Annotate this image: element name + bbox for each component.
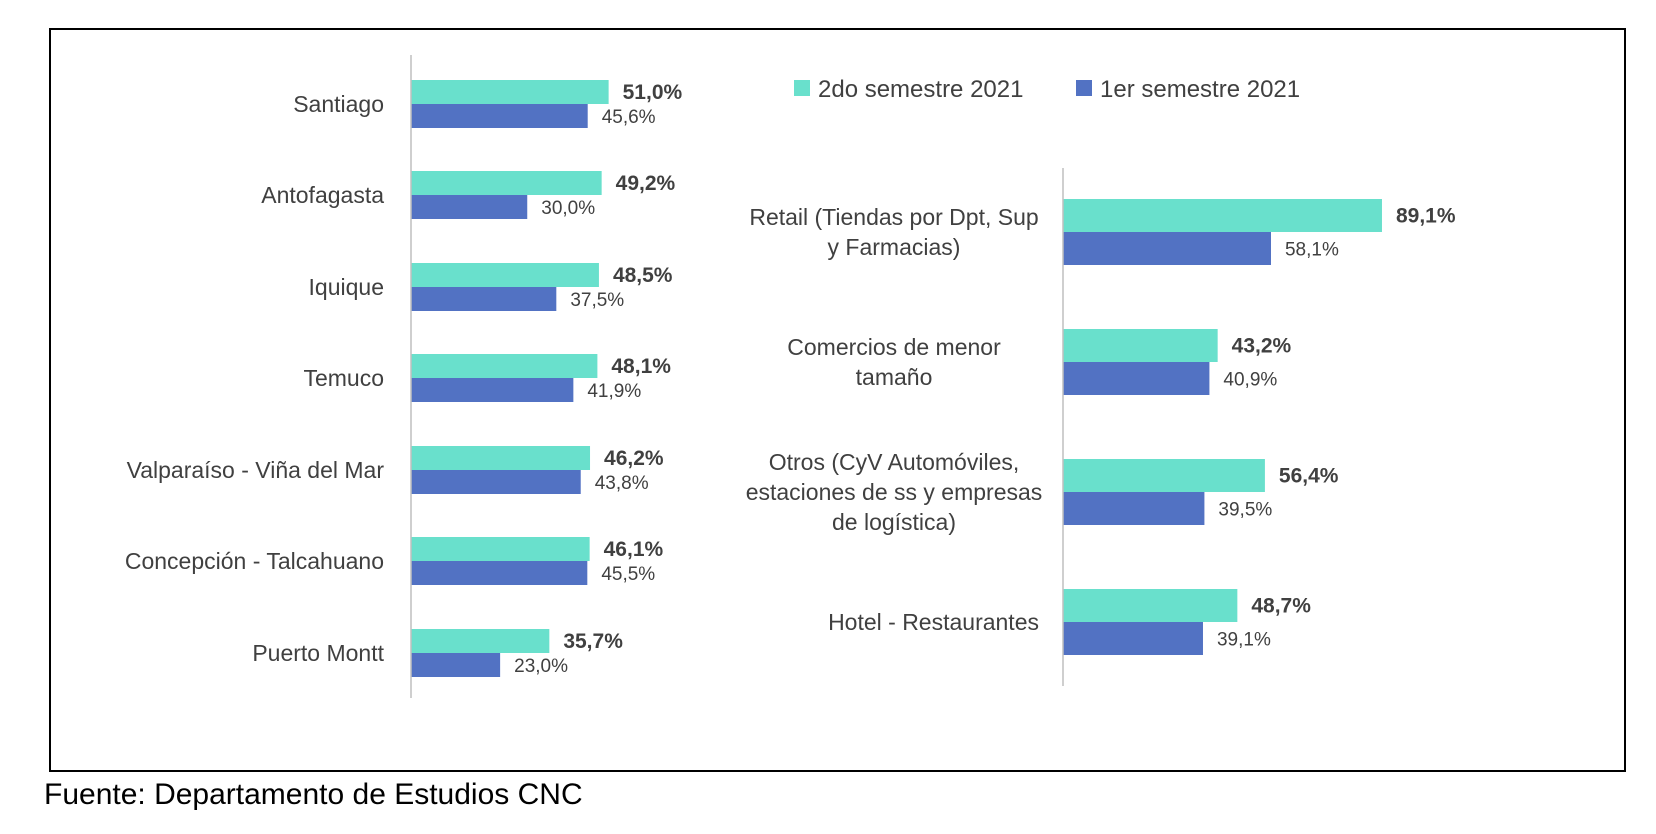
data-label-2do-semestre-1-1: 43,2% (1232, 335, 1292, 358)
category-label-1-2-0: Otros (CyV Automóviles, (769, 449, 1020, 475)
category-label-1-3-0: Hotel - Restaurantes (828, 609, 1039, 635)
bar-1er-semestre-1-3 (1063, 622, 1203, 655)
category-label-1-2-1: estaciones de ss y empresas (746, 479, 1043, 505)
legend-swatch-1 (1076, 80, 1092, 96)
bar-1er-semestre-0-1 (411, 195, 528, 219)
bar-2do-semestre-0-6 (411, 629, 550, 653)
category-label-0-4-0: Valparaíso - Viña del Mar (127, 457, 385, 483)
data-label-2do-semestre-1-3: 48,7% (1251, 595, 1311, 618)
bar-1er-semestre-1-0 (1063, 232, 1271, 265)
bar-2do-semestre-1-1 (1063, 329, 1218, 362)
data-label-2do-semestre-0-1: 49,2% (616, 172, 676, 195)
bar-2do-semestre-1-0 (1063, 199, 1382, 232)
data-label-1er-semestre-0-3: 41,9% (587, 381, 641, 402)
category-label-1-2-2: de logística) (832, 509, 956, 535)
bar-2do-semestre-0-5 (411, 537, 590, 561)
bar-2do-semestre-0-1 (411, 171, 602, 195)
legend-label-0: 2do semestre 2021 (818, 76, 1023, 103)
bar-2do-semestre-1-2 (1063, 459, 1265, 492)
bar-1er-semestre-1-1 (1063, 362, 1210, 395)
data-label-1er-semestre-1-1: 40,9% (1223, 370, 1277, 391)
category-label-0-3-0: Temuco (303, 365, 384, 391)
data-label-1er-semestre-1-0: 58,1% (1285, 240, 1339, 261)
category-label-0-1-0: Antofagasta (261, 182, 384, 208)
category-label-1-1-1: tamaño (856, 364, 933, 390)
bar-1er-semestre-0-3 (411, 378, 574, 402)
bar-1er-semestre-0-5 (411, 561, 588, 585)
bar-1er-semestre-0-4 (411, 470, 581, 494)
data-label-1er-semestre-0-5: 45,5% (601, 564, 655, 585)
data-label-2do-semestre-1-0: 89,1% (1396, 205, 1456, 228)
bar-1er-semestre-0-6 (411, 653, 501, 677)
data-label-2do-semestre-0-4: 46,2% (604, 447, 664, 470)
chart-frame (49, 28, 1626, 772)
legend-label-1: 1er semestre 2021 (1100, 76, 1300, 103)
data-label-2do-semestre-0-5: 46,1% (604, 538, 664, 561)
data-label-1er-semestre-1-2: 39,5% (1218, 500, 1272, 521)
data-label-1er-semestre-0-0: 45,6% (602, 107, 656, 128)
category-label-0-5-0: Concepción - Talcahuano (125, 548, 384, 574)
data-label-1er-semestre-0-4: 43,8% (595, 473, 649, 494)
bar-1er-semestre-0-0 (411, 104, 588, 128)
category-label-1-0-1: y Farmacias) (828, 234, 961, 260)
legend-swatch-0 (794, 80, 810, 96)
bar-2do-semestre-0-2 (411, 263, 599, 287)
data-label-1er-semestre-1-3: 39,1% (1217, 630, 1271, 651)
category-label-0-0-0: Santiago (293, 91, 384, 117)
data-label-2do-semestre-1-2: 56,4% (1279, 465, 1339, 488)
data-label-1er-semestre-0-6: 23,0% (514, 656, 568, 677)
data-label-2do-semestre-0-3: 48,1% (611, 355, 671, 378)
bar-1er-semestre-0-2 (411, 287, 557, 311)
category-label-1-1-0: Comercios de menor (787, 334, 1001, 360)
bar-2do-semestre-0-4 (411, 446, 591, 470)
bar-2do-semestre-0-3 (411, 354, 598, 378)
data-label-1er-semestre-0-1: 30,0% (541, 198, 595, 219)
bar-2do-semestre-0-0 (411, 80, 609, 104)
data-label-1er-semestre-0-2: 37,5% (570, 290, 624, 311)
bar-1er-semestre-1-2 (1063, 492, 1205, 525)
bar-2do-semestre-1-3 (1063, 589, 1238, 622)
data-label-2do-semestre-0-2: 48,5% (613, 264, 673, 287)
category-label-1-0-0: Retail (Tiendas por Dpt, Sup (749, 204, 1038, 230)
category-label-0-2-0: Iquique (309, 274, 384, 300)
data-label-2do-semestre-0-6: 35,7% (563, 630, 623, 653)
source-note: Fuente: Departamento de Estudios CNC (44, 778, 583, 811)
data-label-2do-semestre-0-0: 51,0% (623, 81, 683, 104)
category-label-0-6-0: Puerto Montt (252, 640, 384, 666)
